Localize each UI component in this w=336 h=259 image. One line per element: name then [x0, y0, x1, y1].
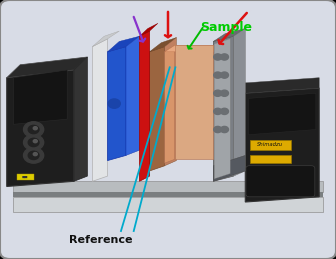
Circle shape: [214, 126, 222, 133]
Polygon shape: [165, 38, 176, 166]
Polygon shape: [7, 70, 74, 186]
Polygon shape: [92, 39, 108, 181]
Polygon shape: [13, 197, 323, 212]
Circle shape: [28, 125, 39, 134]
Circle shape: [24, 135, 44, 150]
Circle shape: [220, 90, 228, 96]
Circle shape: [24, 148, 44, 163]
Polygon shape: [13, 181, 323, 192]
Polygon shape: [213, 28, 245, 41]
Circle shape: [33, 127, 37, 130]
Circle shape: [28, 151, 39, 160]
Polygon shape: [165, 45, 175, 163]
Polygon shape: [126, 36, 139, 155]
Circle shape: [214, 90, 222, 96]
Circle shape: [28, 138, 39, 147]
Polygon shape: [139, 23, 158, 36]
Polygon shape: [108, 47, 126, 161]
Polygon shape: [139, 31, 150, 181]
FancyBboxPatch shape: [250, 140, 291, 150]
FancyBboxPatch shape: [17, 174, 34, 180]
Polygon shape: [213, 155, 245, 181]
Polygon shape: [74, 57, 87, 181]
Polygon shape: [175, 45, 213, 159]
Polygon shape: [7, 57, 87, 78]
Polygon shape: [13, 192, 323, 197]
Circle shape: [33, 140, 37, 143]
Polygon shape: [234, 28, 245, 176]
Text: Reference: Reference: [69, 235, 132, 244]
Circle shape: [24, 122, 44, 137]
Polygon shape: [214, 39, 230, 179]
Text: Sample: Sample: [200, 21, 252, 34]
FancyBboxPatch shape: [250, 155, 291, 163]
Polygon shape: [108, 36, 139, 52]
FancyBboxPatch shape: [246, 166, 315, 197]
Circle shape: [33, 153, 37, 156]
Polygon shape: [245, 78, 319, 93]
Circle shape: [214, 108, 222, 114]
Circle shape: [220, 126, 228, 133]
Circle shape: [108, 99, 120, 108]
Polygon shape: [150, 38, 176, 52]
Text: ■■: ■■: [22, 175, 29, 179]
Circle shape: [220, 108, 228, 114]
Circle shape: [220, 54, 228, 60]
Circle shape: [220, 72, 228, 78]
Circle shape: [214, 72, 222, 78]
Text: Shimadzu: Shimadzu: [257, 142, 284, 147]
Polygon shape: [150, 47, 165, 171]
Polygon shape: [13, 70, 67, 124]
Polygon shape: [245, 88, 319, 202]
Polygon shape: [249, 93, 316, 135]
Circle shape: [214, 54, 222, 60]
Polygon shape: [92, 31, 119, 47]
Polygon shape: [213, 36, 234, 181]
Polygon shape: [165, 45, 213, 52]
